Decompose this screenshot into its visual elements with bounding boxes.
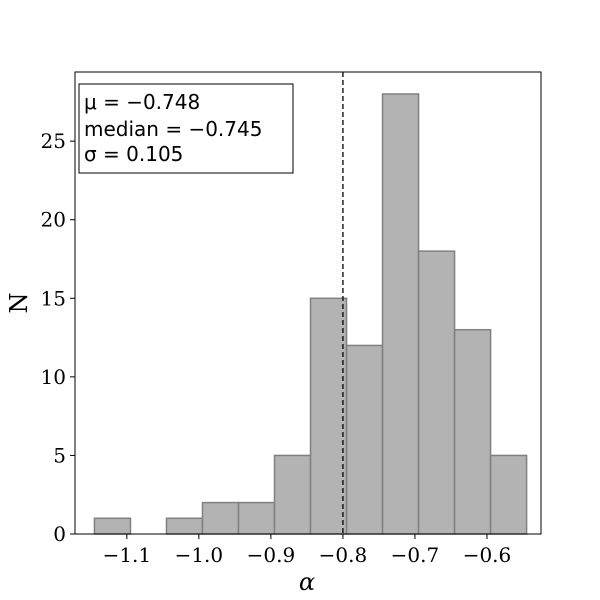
histogram-bar <box>381 93 420 535</box>
histogram-bar <box>237 501 276 535</box>
x-tick-label: −0.8 <box>319 543 368 567</box>
y-tick-label: 5 <box>53 443 66 467</box>
histogram-bar <box>345 344 384 535</box>
y-axis-label: N <box>5 293 33 314</box>
histogram-bar <box>201 501 240 535</box>
y-tick-label: 15 <box>41 286 66 310</box>
x-ticks: −1.1 −1.0 −0.9 −0.8 −0.7 −0.6 <box>103 534 512 567</box>
stats-mean: μ = −0.748 <box>84 90 200 114</box>
x-tick-label: −0.7 <box>391 543 440 567</box>
histogram-bar <box>309 297 348 535</box>
stats-median: median = −0.745 <box>84 117 262 141</box>
x-tick-label: −1.0 <box>175 543 224 567</box>
x-axis-label: α <box>299 568 315 596</box>
x-tick-label: −0.9 <box>247 543 296 567</box>
y-tick-label: 20 <box>41 208 66 232</box>
histogram-bar <box>417 250 456 535</box>
plot-frame <box>74 71 542 535</box>
stats-box-frame <box>78 83 294 174</box>
histogram-bar <box>93 517 132 535</box>
y-tick-label: 10 <box>41 365 66 389</box>
y-tick-label: 0 <box>53 522 66 546</box>
histogram-bar <box>165 517 204 535</box>
stats-box: μ = −0.748 median = −0.745 σ = 0.105 <box>78 83 294 174</box>
stats-sigma: σ = 0.105 <box>84 142 183 166</box>
y-tick-label: 25 <box>41 129 66 153</box>
x-tick-label: −0.6 <box>463 543 512 567</box>
x-tick-label: −1.1 <box>103 543 152 567</box>
y-ticks: 0 5 10 15 20 25 <box>41 129 75 546</box>
histogram-bar <box>273 454 312 535</box>
histogram-bar <box>453 328 492 535</box>
histogram-bars <box>93 93 528 535</box>
histogram-bar <box>489 454 528 535</box>
